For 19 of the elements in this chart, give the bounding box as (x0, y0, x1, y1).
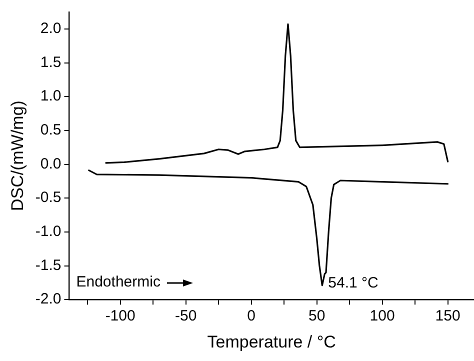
x-tick-label: 150 (435, 308, 460, 325)
y-tick-label: -2.0 (35, 290, 62, 308)
y-tick-label: 2.0 (40, 20, 62, 38)
y-tick-label: -1.5 (35, 256, 62, 274)
y-tick-label: -0.5 (35, 189, 62, 206)
annotation: Endothermic (76, 274, 161, 291)
x-tick-label: 50 (308, 308, 326, 325)
x-tick-label: -50 (174, 308, 197, 325)
annotation: 54.1 °C (328, 274, 379, 292)
y-tick-label: -1.0 (35, 223, 62, 240)
y-tick-label: 1.5 (40, 54, 62, 71)
y-axis-title: DSC/(mW/mg) (8, 100, 27, 212)
x-axis-title: Temperature / °C (207, 332, 336, 352)
y-tick-label: 0.0 (40, 155, 62, 172)
y-tick-label: 1.0 (40, 88, 62, 105)
y-tick-label: 0.5 (40, 122, 62, 139)
x-tick-label: 0 (247, 308, 256, 325)
x-tick-label: -100 (105, 308, 136, 325)
x-tick-label: 100 (370, 308, 395, 325)
